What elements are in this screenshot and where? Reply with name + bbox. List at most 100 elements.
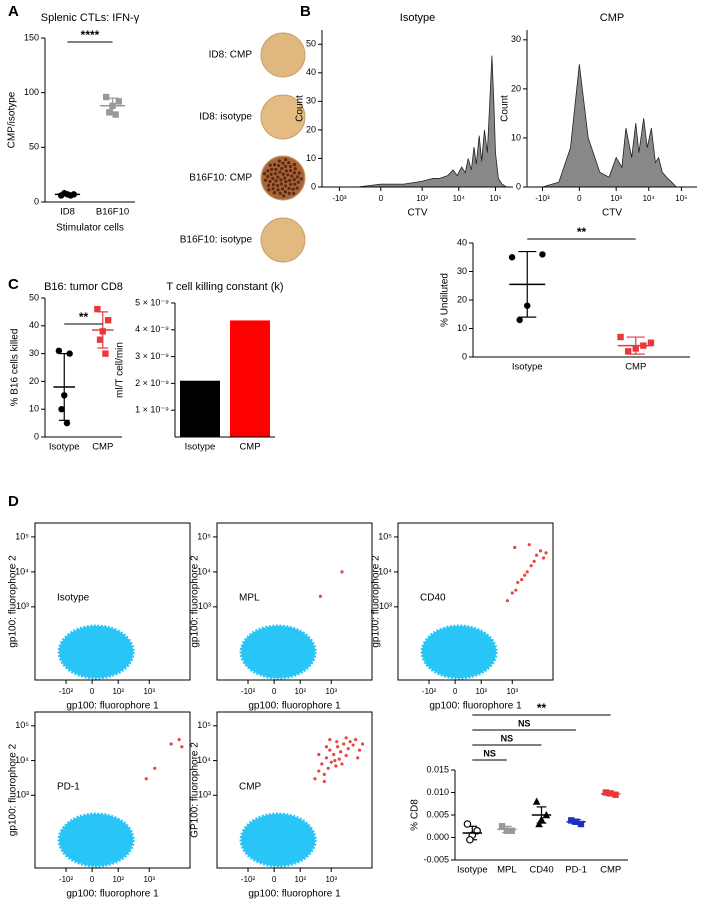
well-spot xyxy=(276,175,280,179)
cell-population xyxy=(239,812,317,868)
well-spot xyxy=(284,164,288,168)
bar xyxy=(180,380,220,437)
data-point xyxy=(96,336,104,343)
well-spot xyxy=(272,163,277,167)
y-tick-label: 0 xyxy=(34,196,39,206)
x-tick-label: 10² xyxy=(112,875,124,884)
well-spot xyxy=(290,174,294,178)
well-spot xyxy=(266,169,270,173)
x-tick-label: Isotype xyxy=(185,442,216,453)
well-image xyxy=(260,217,306,263)
y-tick-label: 10⁵ xyxy=(15,720,29,730)
y-tick-label: 10³ xyxy=(16,790,29,800)
x-tick-label: Isotype xyxy=(457,865,488,876)
significance-label: NS xyxy=(501,733,514,743)
data-point xyxy=(94,305,101,313)
y-tick-label: 0 xyxy=(516,181,521,191)
data-point xyxy=(498,823,506,830)
well-spot xyxy=(271,176,275,181)
well-spot xyxy=(266,174,270,179)
significance-label: ** xyxy=(79,310,89,324)
data-point xyxy=(466,835,474,844)
x-tick-label: 0 xyxy=(453,687,458,696)
well-spot xyxy=(271,183,276,187)
plot-frame xyxy=(216,711,373,869)
data-point xyxy=(153,766,157,770)
data-point xyxy=(344,753,348,758)
data-point xyxy=(103,93,110,101)
x-tick-label: Isotype xyxy=(512,362,543,373)
y-tick-label: 10 xyxy=(457,323,467,333)
data-point xyxy=(346,747,350,751)
x-tick-label: 0 xyxy=(272,875,277,884)
y-tick-label: 10⁴ xyxy=(197,755,211,765)
data-point xyxy=(535,820,543,828)
y-axis-label: gp100: fluorophore 2 xyxy=(8,555,19,648)
data-point xyxy=(538,549,543,553)
data-point xyxy=(99,328,106,335)
chart-title: Splenic CTLs: IFN-γ xyxy=(41,12,140,24)
significance-label: **** xyxy=(81,28,100,42)
significance-label: ** xyxy=(537,701,547,715)
x-axis-label: gp100: fluorophore 1 xyxy=(429,701,522,712)
data-point xyxy=(102,350,109,357)
y-tick-label: 10 xyxy=(29,404,39,414)
x-tick-label: 10² xyxy=(475,687,487,696)
x-tick-label: CMP xyxy=(625,362,646,373)
y-tick-label: 10⁵ xyxy=(197,720,211,730)
data-point xyxy=(514,588,518,592)
y-tick-label: 0 xyxy=(462,351,467,361)
panel-label: A xyxy=(8,3,19,20)
data-point xyxy=(537,815,546,823)
data-point xyxy=(320,762,324,766)
y-tick-label: 40 xyxy=(306,67,316,77)
well-spot xyxy=(287,161,291,165)
y-axis-label: ml/T cell/min xyxy=(115,342,126,398)
x-tick-label: 10² xyxy=(294,687,306,696)
y-tick-label: 10⁴ xyxy=(15,566,29,576)
data-point xyxy=(624,348,632,355)
well-spot xyxy=(287,186,291,191)
y-axis-label: % Undiluted xyxy=(440,273,451,327)
cell-population xyxy=(420,624,498,680)
x-axis-label: Stimulator cells xyxy=(56,223,124,234)
data-point xyxy=(61,392,68,399)
well-spot xyxy=(278,170,282,174)
y-tick-label: 0.005 xyxy=(426,809,449,819)
data-point xyxy=(322,779,326,784)
significance-label: NS xyxy=(483,748,496,758)
data-point xyxy=(532,559,536,563)
well-spot xyxy=(283,176,287,180)
y-axis-label: CMP/isotype xyxy=(7,91,18,148)
well-spot xyxy=(281,172,285,176)
y-tick-label: 50 xyxy=(306,39,316,49)
y-axis-label: % B16 cells killed xyxy=(10,329,21,407)
y-axis-label: % CD8 xyxy=(410,799,421,831)
data-point xyxy=(115,98,122,105)
y-tick-label: 10⁴ xyxy=(378,566,392,576)
well-spot xyxy=(273,172,278,176)
x-tick-label: -10² xyxy=(59,687,74,696)
x-tick-label: 10⁵ xyxy=(675,194,687,203)
well-spot xyxy=(292,171,297,175)
well-spot xyxy=(284,169,288,173)
well-spot xyxy=(292,177,296,182)
data-point xyxy=(317,752,321,757)
data-point xyxy=(348,740,352,744)
well-spot xyxy=(267,183,271,187)
data-point xyxy=(523,573,527,577)
y-tick-label: -0.005 xyxy=(423,854,449,864)
well-spot xyxy=(286,173,290,177)
y-tick-label: 10⁵ xyxy=(15,531,29,541)
x-tick-label: 10⁵ xyxy=(489,194,501,203)
data-point xyxy=(354,738,358,742)
x-tick-label: -10³ xyxy=(332,194,347,203)
area-fill xyxy=(322,55,513,187)
well-label: B16F10: CMP xyxy=(189,173,252,184)
data-point xyxy=(508,254,516,261)
well-spot xyxy=(288,168,293,173)
population-label: PD-1 xyxy=(57,782,80,793)
chart-title: T cell killing constant (k) xyxy=(166,281,283,293)
